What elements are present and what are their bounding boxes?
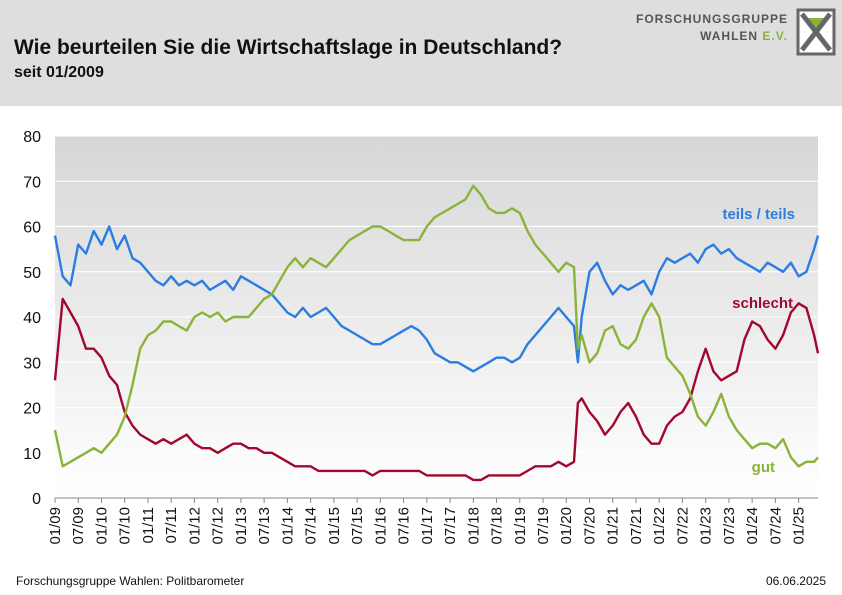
x-tick-label: 01/13: [233, 507, 250, 545]
series-line-gut: [53, 184, 819, 468]
x-tick-label: 01/11: [140, 507, 157, 543]
x-tick-label: 01/23: [698, 507, 715, 545]
x-tick-label: 01/24: [744, 507, 761, 545]
x-tick-label: 01/25: [791, 507, 808, 545]
series-label-schlecht: schlecht: [732, 295, 793, 312]
x-tick-label: 07/21: [628, 507, 645, 545]
y-tick-label: 50: [23, 265, 41, 282]
x-tick-label: 07/09: [70, 507, 87, 545]
logo-line2-suffix: E.V.: [762, 29, 788, 43]
y-tick-label: 80: [23, 129, 41, 146]
logo-line2: WAHLEN E.V.: [700, 29, 788, 43]
x-axis: 01/09 07/09 01/10 07/10 01/11 07/11 01/12 07/12…: [47, 498, 808, 545]
x-tick-label: 07/19: [535, 507, 552, 545]
y-tick-label: 60: [23, 220, 41, 237]
header-band: Wie beurteilen Sie die Wirtschaftslage i…: [0, 0, 842, 106]
y-tick-label: 0: [32, 491, 41, 508]
x-tick-label: 07/18: [489, 507, 506, 545]
x-tick-label: 07/15: [349, 507, 366, 545]
logo-line2-main: WAHLEN: [700, 29, 759, 43]
series-line-teils-teils: [53, 225, 820, 373]
x-tick-label: 01/17: [419, 507, 436, 545]
x-tick-label: 01/15: [326, 507, 343, 545]
x-tick-label: 01/14: [279, 507, 296, 545]
source-note: Forschungsgruppe Wahlen: Politbarometer: [16, 574, 245, 588]
y-tick-label: 30: [23, 355, 41, 372]
grid-lines: [55, 135, 818, 454]
chart-title: Wie beurteilen Sie die Wirtschaftslage i…: [14, 36, 563, 59]
series-label-teils-teils: teils / teils: [722, 206, 795, 223]
x-tick-label: 01/12: [186, 507, 203, 545]
x-tick-label: 01/22: [651, 507, 668, 545]
series-line-schlecht: [53, 297, 820, 482]
x-tick-label: 07/13: [256, 507, 273, 545]
date-note: 06.06.2025: [765, 574, 826, 588]
x-tick-label: 01/10: [93, 507, 110, 545]
x-tick-label: 07/23: [721, 507, 738, 545]
series-label-gut: gut: [752, 459, 775, 476]
x-tick-label: 07/24: [767, 507, 784, 545]
x-tick-label: 07/10: [117, 507, 134, 545]
logo-line1: FORSCHUNGSGRUPPE: [635, 12, 788, 26]
chart-subtitle: seit 01/2009: [14, 64, 104, 81]
x-tick-label: 01/18: [465, 507, 482, 545]
y-tick-label: 10: [23, 446, 41, 463]
logo: FORSCHUNGSGRUPPE WAHLEN E.V.: [636, 8, 836, 60]
forschungsgruppe-wahlen-logo-icon: [796, 8, 836, 56]
x-tick-label: 01/19: [512, 507, 529, 545]
x-tick-label: 07/11: [163, 507, 180, 543]
y-axis: 0 10 20 30 40 50 60 70 80: [23, 129, 818, 508]
x-tick-label: 01/16: [372, 507, 389, 545]
y-tick-label: 40: [23, 310, 41, 327]
x-tick-label: 07/16: [396, 507, 413, 545]
x-tick-label: 07/20: [581, 507, 598, 545]
x-tick-label: 01/21: [605, 507, 622, 545]
x-tick-label: 07/14: [303, 507, 320, 545]
x-tick-label: 01/09: [47, 507, 64, 545]
series-labels: teils / teils schlecht gut: [722, 206, 795, 476]
x-tick-label: 01/20: [558, 507, 575, 545]
x-tick-label: 07/12: [210, 507, 227, 545]
x-tick-label: 07/22: [674, 507, 691, 545]
y-tick-label: 20: [23, 401, 41, 418]
y-tick-label: 70: [23, 174, 41, 191]
series-lines: [53, 184, 820, 482]
x-tick-label: 07/17: [442, 507, 459, 545]
